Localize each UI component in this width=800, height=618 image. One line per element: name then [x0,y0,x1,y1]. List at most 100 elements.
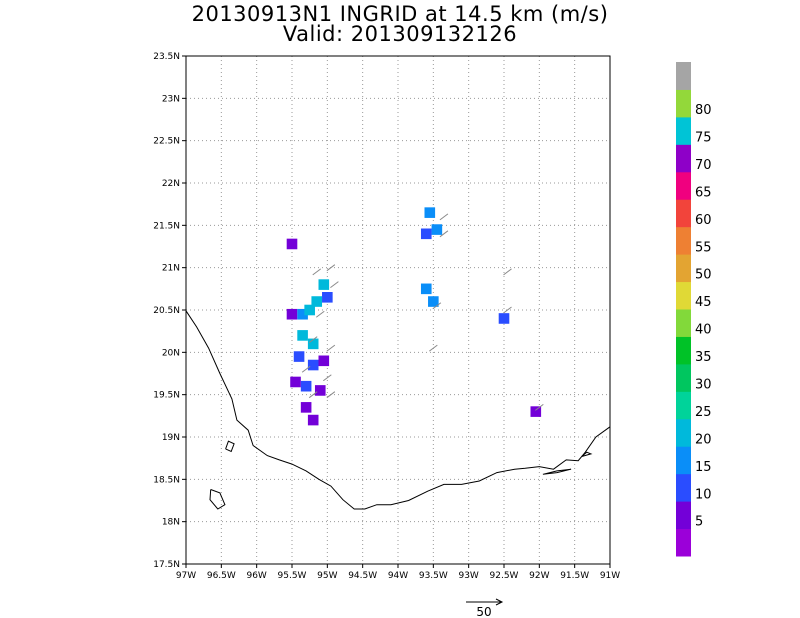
colorbar-label: 50 [695,268,712,283]
colorbar-label: 75 [695,130,712,145]
colorbar-label: 40 [695,323,712,338]
wind-speed-cells [286,207,542,426]
y-tick-label: 17.5N [153,560,180,570]
colorbar-label: 80 [695,103,712,118]
wind-speed-cell [300,380,312,392]
vector-key-arrowhead [495,598,504,606]
x-tick-label: 93.5W [419,571,448,581]
x-tick-label: 97W [176,571,196,581]
wind-vector [308,336,318,344]
wind-vector [301,365,311,373]
wind-vector [429,344,438,352]
colorbar-label: 35 [695,350,712,365]
wind-speed-cell [322,292,333,303]
y-tick-label: 19.5N [153,391,180,401]
vector-key: 50 [466,598,504,618]
wind-speed-cell [431,224,443,235]
colorbar-swatch [676,446,691,475]
wind-speed-cell [311,296,323,307]
wind-vector [535,403,544,411]
colorbar-swatch [676,473,691,502]
x-tick-label: 92W [529,571,549,581]
colorbar-swatch [676,89,691,118]
colorbar-swatch [676,309,691,337]
wind-speed-cell [304,304,315,316]
x-tick-label: 91W [600,571,620,581]
y-tick-label: 20.5N [153,306,180,316]
colorbar-swatch [676,418,691,447]
colorbar-swatch [676,226,691,255]
wind-speed-cell [286,308,298,320]
wind-vector [432,302,442,310]
map-title: 20130913N1 INGRID at 14.5 km (m/s) [191,2,609,26]
x-tick-label: 93W [458,571,478,581]
colorbar-label: 20 [695,432,712,447]
x-tick-label: 94.5W [348,571,377,581]
wind-speed-cell [318,279,330,290]
wind-speed-cell [498,313,510,324]
colorbar-swatch [676,254,691,283]
colorbar-label: 70 [695,158,712,173]
wind-vector [330,281,339,289]
y-tick-label: 18N [162,518,180,528]
colorbar-swatch [676,336,691,365]
y-axis-ticks: 17.5N 18N 18.5N 19N 19.5N 20N 20.5N 21N 21.5N 22N… [153,52,186,570]
coastline-path [185,310,611,510]
wind-speed-cell [318,355,330,367]
wind-speed-cell [307,414,319,426]
wind-vector [439,230,449,238]
y-tick-label: 21.5N [153,221,180,231]
colorbar-swatch [676,144,691,173]
colorbar-label: 65 [695,185,712,200]
colorbar-swatch [676,501,691,530]
wind-vectors [301,213,544,411]
wind-vector [312,268,322,276]
x-tick-label: 95.5W [278,571,307,581]
y-tick-label: 22N [162,179,180,189]
colorbar-swatch [676,171,691,200]
y-tick-label: 23N [162,94,180,104]
wind-speed-cell [424,207,436,218]
wind-speed-cell [286,238,298,250]
map-subtitle: Valid: 201309132126 [282,22,518,46]
colorbar-label: 10 [695,487,712,502]
coastline [185,310,611,510]
x-tick-label: 95W [317,571,337,581]
grid-lines [185,55,611,565]
x-tick-label: 96W [246,571,266,581]
y-tick-label: 22.5N [153,137,180,147]
wind-speed-cell [300,402,312,413]
colorbar-label: 45 [695,295,712,310]
y-tick-label: 23.5N [153,52,180,62]
y-tick-label: 19N [162,433,180,443]
wind-speed-cell [297,308,308,320]
island-outline [209,489,226,510]
colorbar-label: 60 [695,213,712,228]
colorbar-label: 55 [695,240,712,255]
vector-key-label: 50 [476,605,491,618]
x-tick-label: 94W [388,571,408,581]
wind-speed-cell [290,376,301,388]
wind-speed-cell [420,283,432,295]
wind-vector [308,391,318,399]
wind-vector [503,306,512,314]
colorbar-label: 30 [695,377,712,392]
y-tick-label: 18.5N [153,475,180,485]
colorbar-label: 15 [695,460,712,475]
wind-speed-cell [307,359,319,371]
wind-vector [315,310,325,318]
colorbar-label: 5 [695,515,703,530]
colorbar-swatch [676,363,691,392]
colorbar-swatch [676,116,691,145]
colorbar-swatch [676,62,691,90]
colorbar-swatch [676,281,691,310]
x-tick-label: 92.5W [490,571,519,581]
wind-vector [323,374,332,382]
colorbar-swatch [676,528,691,557]
colorbar-label: 25 [695,405,712,420]
wind-vector [326,344,336,352]
island-outline [581,451,593,457]
wind-speed-cell [428,296,439,307]
island-outline [225,440,235,453]
